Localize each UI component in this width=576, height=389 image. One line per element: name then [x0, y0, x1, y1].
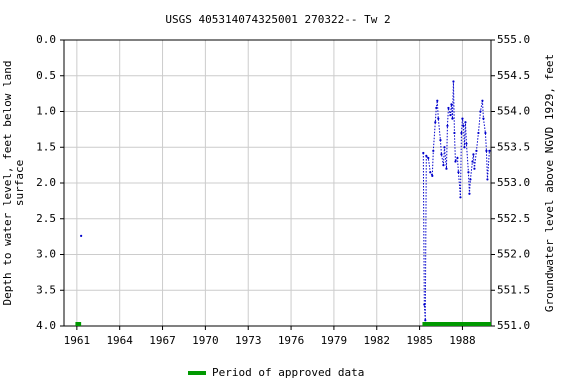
y-tick-label: 0.0 [36, 33, 56, 46]
x-tick-label: 1964 [106, 334, 133, 347]
data-point [442, 164, 445, 167]
y2-tick-label: 555.0 [497, 33, 530, 46]
y2-tick-label: 553.5 [497, 140, 530, 153]
data-point [464, 121, 467, 124]
data-point [460, 131, 463, 135]
approved-period [75, 322, 82, 326]
data-point [463, 146, 466, 149]
chart-title: USGS 405314074325001 270322-- Tw 2 [165, 13, 390, 26]
data-point [80, 234, 83, 238]
y-tick-label: 0.5 [36, 69, 56, 82]
data-point [450, 103, 453, 106]
y-tick-label: 3.5 [36, 283, 56, 296]
data-point [429, 171, 432, 174]
approved-period [422, 322, 491, 326]
data-point [475, 149, 478, 152]
data-point [481, 99, 484, 102]
x-tick-label: 1961 [64, 334, 91, 347]
data-point [462, 124, 465, 127]
data-point [443, 146, 446, 149]
data-point [467, 171, 470, 174]
y2-tick-label: 552.5 [497, 212, 530, 225]
data-point [454, 160, 457, 163]
data-point [431, 174, 434, 177]
x-tick-label: 1979 [321, 334, 348, 347]
data-line [422, 81, 490, 321]
data-point [447, 106, 450, 110]
data-point [461, 117, 464, 120]
data-point [473, 167, 476, 170]
data-point [423, 303, 426, 306]
data-point [482, 117, 485, 120]
data-point [469, 178, 472, 181]
y-axis-label: Depth to water level, feet below landsur… [1, 60, 26, 305]
data-point [453, 131, 456, 135]
data-point [449, 113, 452, 117]
data-point [456, 156, 459, 160]
y2-tick-label: 554.0 [497, 105, 530, 118]
data-point [484, 131, 487, 135]
data-point [436, 99, 439, 102]
data-point [479, 110, 482, 113]
x-tick-label: 1976 [278, 334, 305, 347]
data-point [451, 117, 454, 120]
x-tick-label: 1970 [192, 334, 219, 347]
y-tick-label: 2.0 [36, 176, 56, 189]
data-point [422, 151, 425, 155]
data-point [439, 139, 442, 142]
x-tick-label: 1967 [149, 334, 176, 347]
data-point [424, 319, 427, 322]
data-point [465, 142, 468, 145]
y2-axis-label: Groundwater level above NGVD 1929, feet [543, 54, 556, 312]
y-tick-label: 1.0 [36, 105, 56, 118]
y2-tick-label: 551.5 [497, 283, 530, 296]
data-point [457, 171, 460, 174]
data-point [437, 117, 440, 120]
y2-tick-label: 554.5 [497, 69, 530, 82]
data-point [434, 121, 437, 124]
data-point [452, 80, 455, 83]
data-point [435, 106, 438, 110]
data-point [425, 154, 428, 157]
data-point [432, 149, 435, 152]
y-tick-label: 1.5 [36, 140, 56, 153]
data-point [427, 156, 430, 160]
y-tick-label: 3.0 [36, 248, 56, 261]
data-point [459, 196, 462, 199]
y-tick-label: 4.0 [36, 319, 56, 332]
data-point [472, 153, 475, 156]
x-tick-label: 1988 [449, 334, 476, 347]
data-point [485, 149, 488, 152]
y2-tick-label: 551.0 [497, 319, 530, 332]
data-point [446, 124, 449, 127]
data-point [445, 167, 448, 170]
x-tick-label: 1985 [406, 334, 433, 347]
y2-tick-label: 552.0 [497, 248, 530, 261]
x-tick-label: 1982 [364, 334, 391, 347]
data-point [477, 131, 480, 135]
y2-tick-label: 553.0 [497, 176, 530, 189]
data-point [488, 149, 491, 152]
y-tick-label: 2.5 [36, 212, 56, 225]
legend-label: Period of approved data [212, 366, 364, 379]
data-point [471, 160, 474, 163]
data-point [486, 178, 489, 181]
data-point [440, 153, 443, 156]
plot-frame [63, 39, 492, 327]
x-tick-label: 1973 [235, 334, 262, 347]
data-point [468, 192, 471, 195]
